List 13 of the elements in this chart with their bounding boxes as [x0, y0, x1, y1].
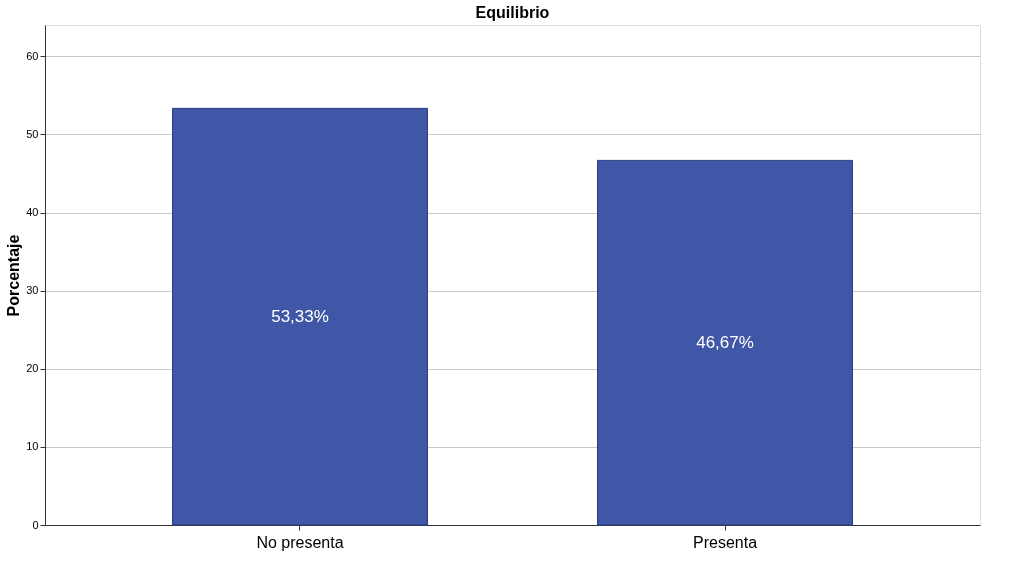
y-axis-title: Porcentaje	[5, 234, 23, 317]
y-tick-label: 60	[26, 49, 39, 62]
y-tick-label: 10	[26, 440, 39, 453]
data-label: 46,67%	[696, 332, 754, 352]
y-tick-label: 40	[26, 206, 39, 218]
data-label: 53,33%	[271, 306, 329, 326]
y-tick-label: 20	[26, 362, 39, 375]
x-tick-label: No presenta	[256, 533, 344, 551]
y-tick-label: 0	[32, 518, 39, 531]
y-tick-label: 30	[26, 284, 39, 297]
y-tick-label: 50	[26, 127, 39, 140]
chart-title: Equilibrio	[475, 4, 550, 21]
x-tick-label: Presenta	[692, 533, 758, 551]
